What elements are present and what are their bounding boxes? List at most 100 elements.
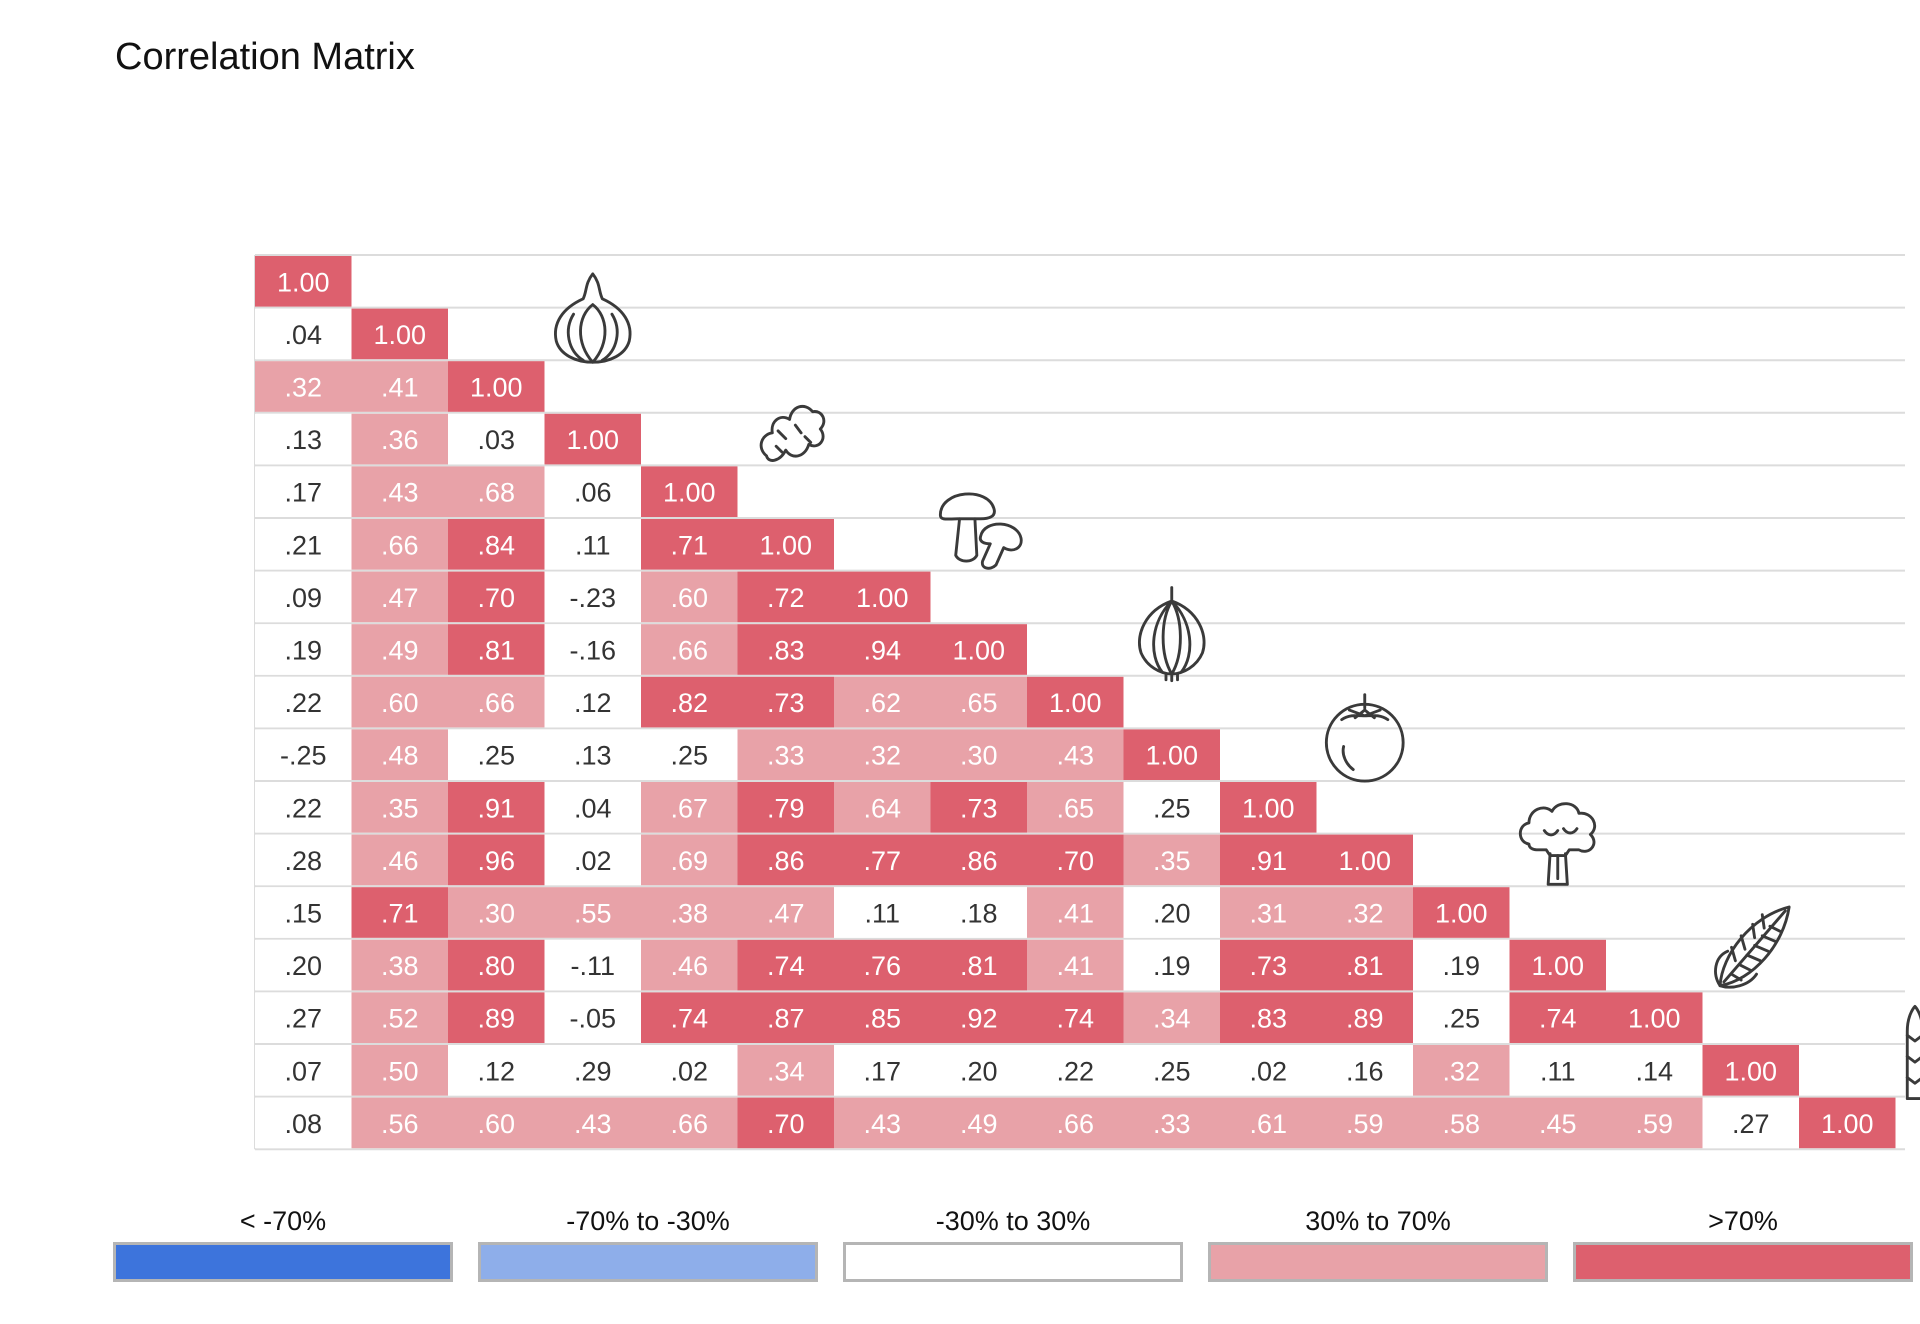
- cell-label: .38: [670, 899, 708, 929]
- cell-label: .43: [863, 1109, 901, 1139]
- legend-swatch: [1573, 1242, 1913, 1282]
- heatmap-cell: [351, 992, 448, 1043]
- cell-label: .85: [863, 1004, 901, 1034]
- cell-label: .66: [381, 530, 419, 560]
- heatmap-cell: [1220, 782, 1317, 833]
- heatmap-cell: [544, 571, 641, 623]
- correlation-heatmap: 1.00 .04 1.00 .32 .41 1.00 .13 .36 .03 1.00 .17 .43…: [254, 254, 1920, 1151]
- legend-swatch: [1208, 1242, 1548, 1282]
- heatmap-cell: [834, 887, 931, 938]
- heatmap-cell: [544, 676, 641, 728]
- heatmap-cell: [737, 1097, 834, 1149]
- heatmap-cell: [351, 782, 448, 833]
- heatmap-cell: [448, 782, 545, 833]
- cell-label: .66: [1056, 1109, 1094, 1139]
- cell-label: .73: [767, 688, 805, 718]
- cell-label: .27: [284, 1004, 322, 1034]
- heatmap-cell: [1123, 782, 1220, 833]
- heatmap-cell: [930, 676, 1027, 728]
- heatmap-cell: [1316, 887, 1413, 938]
- heatmap-cell: [834, 992, 931, 1043]
- heatmap-cell: [544, 466, 641, 517]
- heatmap-cell: [1220, 992, 1317, 1043]
- cell-label: 1.00: [1531, 951, 1584, 981]
- heatmap-cell: [737, 992, 834, 1043]
- heatmap-cell: [544, 624, 641, 675]
- cell-label: .35: [381, 793, 419, 823]
- cell-label: .43: [381, 478, 419, 508]
- cell-label: .83: [767, 636, 805, 666]
- heatmap-cell: [641, 834, 738, 886]
- cell-label: .30: [477, 899, 515, 929]
- heatmap-cell: [255, 308, 352, 360]
- heatmap-cell: [448, 1045, 545, 1096]
- cell-label: .04: [574, 793, 612, 823]
- legend-label: -70% to -30%: [566, 1206, 730, 1236]
- heatmap-cell: [1413, 887, 1510, 938]
- heatmap-cell: [351, 308, 448, 360]
- cell-label: .68: [477, 478, 515, 508]
- heatmap-cell: [255, 361, 352, 412]
- heatmap-cell: [641, 571, 738, 623]
- heatmap-cell: [641, 1097, 738, 1149]
- cell-label: .16: [1346, 1056, 1384, 1086]
- heatmap-cell: [544, 1045, 641, 1096]
- heatmap-cell: [351, 413, 448, 465]
- heatmap-cell: [1123, 887, 1220, 938]
- heatmap-cell: [737, 519, 834, 570]
- cell-label: .52: [381, 1004, 419, 1034]
- cell-label: .03: [477, 425, 515, 455]
- heatmap-cell: [641, 466, 738, 517]
- heatmap-cell: [1316, 1097, 1413, 1149]
- heatmap-cell: [1220, 1097, 1317, 1149]
- cell-label: .58: [1442, 1109, 1480, 1139]
- cell-label: .25: [477, 741, 515, 771]
- heatmap-cell: [1316, 992, 1413, 1043]
- cell-label: .28: [284, 846, 322, 876]
- cell-label: .33: [767, 741, 805, 771]
- heatmap-cell: [544, 939, 641, 991]
- heatmap-cell: [448, 834, 545, 886]
- heatmap-cell: [641, 676, 738, 728]
- heatmap-cell: [834, 571, 931, 623]
- heatmap-cell: [255, 624, 352, 675]
- heatmap-cell: [351, 676, 448, 728]
- cell-label: .33: [1153, 1109, 1191, 1139]
- heatmap-cell: [351, 939, 448, 991]
- heatmap-cell: [255, 782, 352, 833]
- legend-swatch: [113, 1242, 453, 1282]
- heatmap-cell: [448, 729, 545, 780]
- cell-label: .41: [1056, 951, 1094, 981]
- cell-label: .12: [574, 688, 612, 718]
- heatmap-cell: [737, 624, 834, 675]
- cell-label: 1.00: [1049, 688, 1102, 718]
- heatmap-cell: [1123, 729, 1220, 780]
- cell-label: 1.00: [856, 583, 909, 613]
- heatmap-cell: [351, 519, 448, 570]
- cell-label: 1.00: [1435, 899, 1488, 929]
- cell-label: .60: [381, 688, 419, 718]
- heatmap-cell: [930, 1097, 1027, 1149]
- heatmap-cell: [737, 729, 834, 780]
- heatmap-cell: [930, 887, 1027, 938]
- heatmap-cell: [1027, 676, 1124, 728]
- heatmap-cell: [1123, 1045, 1220, 1096]
- heatmap-cell: [1606, 1097, 1703, 1149]
- heatmap-cell: [544, 834, 641, 886]
- heatmap-cell: [737, 571, 834, 623]
- heatmap-cell: [448, 939, 545, 991]
- heatmap-cell: [544, 1097, 641, 1149]
- cell-label: .17: [863, 1056, 901, 1086]
- cell-label: .41: [381, 373, 419, 403]
- cell-label: .43: [1056, 741, 1094, 771]
- heatmap-cell: [737, 887, 834, 938]
- cell-label: .87: [767, 1004, 805, 1034]
- heatmap-cell: [544, 782, 641, 833]
- heatmap-cell: [255, 992, 352, 1043]
- heatmap-cell: [544, 729, 641, 780]
- cell-label: .29: [574, 1056, 612, 1086]
- cell-label: .49: [960, 1109, 998, 1139]
- cell-label: .08: [284, 1109, 322, 1139]
- heatmap-cell: [930, 1045, 1027, 1096]
- legend-item-moderate-positive: 30% to 70%: [1208, 1204, 1548, 1282]
